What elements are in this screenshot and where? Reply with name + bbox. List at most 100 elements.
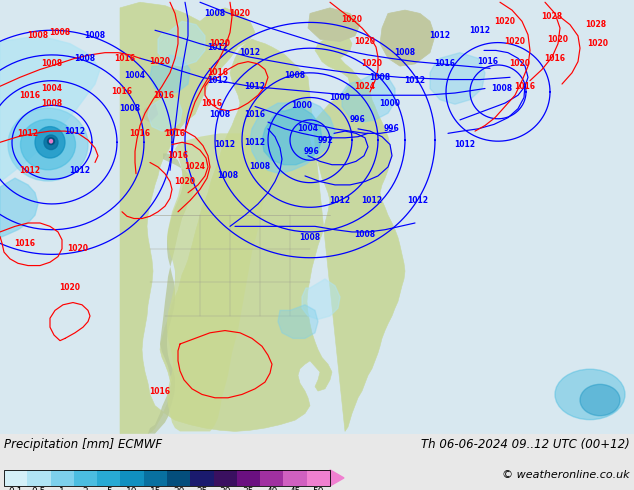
Bar [74,470,97,486]
Polygon shape [278,305,318,339]
Polygon shape [148,153,195,434]
Text: 1012: 1012 [404,76,425,85]
Text: 1016: 1016 [202,98,223,108]
Text: 1004: 1004 [124,71,145,79]
Bar [51,470,74,486]
Text: 1012: 1012 [361,196,382,205]
Text: 20: 20 [173,487,184,490]
Text: 35: 35 [243,487,254,490]
Bar [120,470,144,486]
Polygon shape [342,73,395,122]
Text: 1012: 1012 [245,82,266,91]
Text: 1000: 1000 [292,101,313,110]
Text: © weatheronline.co.uk: © weatheronline.co.uk [502,470,630,480]
Text: 1020: 1020 [361,59,382,69]
Ellipse shape [20,120,75,170]
Text: 1000: 1000 [330,93,351,102]
Text: 996: 996 [304,147,320,156]
Polygon shape [308,8,360,42]
Polygon shape [262,106,322,165]
Text: 50: 50 [313,487,324,490]
Text: 1020: 1020 [588,39,609,48]
Text: 1012: 1012 [18,129,39,138]
Text: 1008: 1008 [41,59,63,69]
Polygon shape [148,95,182,131]
Text: 1008: 1008 [217,172,238,180]
Text: 15: 15 [150,487,161,490]
Text: 1016: 1016 [545,54,566,63]
Text: 1012: 1012 [207,43,228,51]
Text: 1016: 1016 [207,68,228,77]
Text: 1020: 1020 [150,57,171,66]
Text: 1028: 1028 [541,12,562,21]
Text: 1020: 1020 [230,9,250,18]
Text: 1020: 1020 [67,244,89,253]
Text: 1012: 1012 [240,48,261,57]
Text: 25: 25 [197,487,207,490]
Text: 1016: 1016 [515,82,536,91]
Text: 1000: 1000 [380,98,401,108]
Polygon shape [150,55,190,94]
Text: 996: 996 [384,124,400,133]
Text: Precipitation [mm] ECMWF: Precipitation [mm] ECMWF [4,438,162,451]
Text: 1016: 1016 [153,91,174,100]
Bar [307,470,330,486]
Text: 1020: 1020 [342,15,363,24]
Text: 1004: 1004 [41,84,63,93]
Text: 1012: 1012 [214,140,235,149]
Polygon shape [158,21,205,66]
Text: 1016: 1016 [115,54,136,63]
Bar [4,470,330,486]
Polygon shape [0,36,100,181]
Ellipse shape [48,138,55,145]
Text: 1012: 1012 [207,76,228,85]
Text: 1008: 1008 [299,233,321,242]
Text: 1012: 1012 [20,166,41,175]
Polygon shape [142,103,158,122]
Text: 1016: 1016 [434,59,455,69]
Text: 1008: 1008 [27,31,49,40]
Polygon shape [302,279,340,319]
Text: 1024: 1024 [184,163,205,172]
Text: 1016: 1016 [167,151,188,160]
FancyArrow shape [330,470,344,486]
Text: 10: 10 [126,487,138,490]
Text: 1: 1 [60,487,65,490]
Polygon shape [167,133,275,431]
Text: 1012: 1012 [429,31,451,40]
Text: 0.5: 0.5 [32,487,46,490]
Text: 1004: 1004 [297,124,318,133]
Text: 1016: 1016 [15,239,36,247]
Text: 1008: 1008 [204,9,226,18]
Text: 1012: 1012 [65,126,86,136]
Polygon shape [430,52,485,104]
Text: 0.1: 0.1 [8,487,23,490]
Text: 1024: 1024 [354,82,375,91]
Text: 1008: 1008 [84,31,106,40]
Text: 1016: 1016 [150,387,171,395]
Text: 1012: 1012 [330,196,351,205]
Text: 1012: 1012 [470,26,491,35]
Bar [237,470,260,486]
Ellipse shape [8,108,88,181]
Text: 1008: 1008 [370,73,391,82]
Bar [167,470,190,486]
Text: 1020: 1020 [174,177,195,186]
Text: 1020: 1020 [209,39,231,48]
Polygon shape [0,178,38,238]
Polygon shape [250,100,335,173]
Text: Th 06-06-2024 09..12 UTC (00+12): Th 06-06-2024 09..12 UTC (00+12) [421,438,630,451]
Bar [214,470,237,486]
Text: 1016: 1016 [164,129,186,138]
Text: 1008: 1008 [354,230,375,239]
Bar [260,470,283,486]
Text: 1016: 1016 [245,110,266,119]
Bar [144,470,167,486]
Text: 1016: 1016 [477,57,498,66]
Bar [190,470,214,486]
Bar [27,470,51,486]
Text: 40: 40 [266,487,278,490]
Ellipse shape [580,384,620,416]
Text: 1012: 1012 [245,138,266,147]
Text: 1020: 1020 [505,37,526,46]
